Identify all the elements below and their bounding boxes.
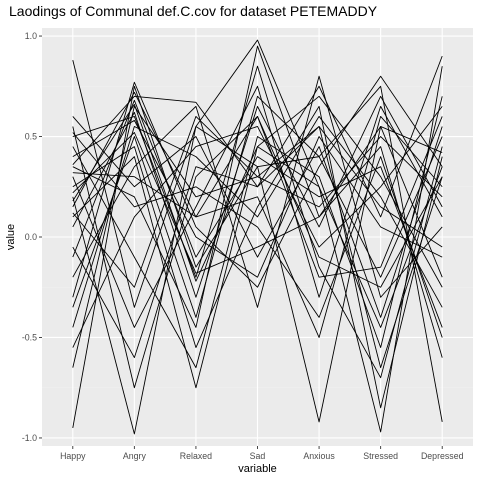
y-tick-label: -1.0: [22, 433, 37, 443]
chart-title: Laodings of Communal def.C.cov for datas…: [9, 3, 378, 19]
series-line-23: [72, 95, 443, 318]
x-tick-label: Stressed: [363, 451, 398, 461]
y-axis: -1.0 -0.5 0.0 0.5 1.0: [22, 31, 42, 443]
series-line-14: [72, 115, 443, 328]
series-line-28: [72, 115, 443, 288]
y-tick-label: -0.5: [22, 332, 37, 342]
x-axis: Happy Angry Relaxed Sad Anxious Stressed Depre…: [60, 446, 464, 461]
series-line-21: [72, 119, 443, 278]
series-line-16: [72, 116, 443, 318]
series-line-1: [72, 39, 443, 433]
series-line-15: [72, 95, 443, 298]
series-line-20: [72, 106, 443, 348]
series-line-5: [72, 85, 443, 435]
series-line-10: [72, 45, 443, 358]
series-line-18: [72, 85, 443, 328]
x-tick-label: Relaxed: [180, 451, 212, 461]
y-axis-title: value: [5, 224, 17, 250]
series-line-11: [72, 75, 443, 308]
x-tick-label: Anxious: [303, 451, 335, 461]
y-tick-label: 0.0: [25, 232, 37, 242]
series-line-26: [72, 126, 443, 359]
series-line-27: [72, 126, 443, 274]
series-line-13: [72, 96, 443, 369]
series-line-22: [72, 115, 443, 288]
series-line-8: [72, 75, 443, 298]
x-tick-label: Happy: [60, 451, 86, 461]
series-line-17: [72, 99, 443, 328]
x-axis-title: variable: [238, 463, 277, 475]
series-line-12: [72, 91, 443, 338]
series-line-25: [72, 103, 443, 328]
y-tick-label: 0.5: [25, 132, 37, 142]
series-line-24: [72, 132, 443, 338]
series-line-19: [72, 105, 443, 409]
series-layer: [72, 39, 443, 435]
x-tick-label: Sad: [250, 451, 266, 461]
x-tick-label: Angry: [123, 451, 147, 461]
y-tick-label: 1.0: [25, 31, 37, 41]
series-line-6: [72, 65, 443, 379]
x-tick-label: Depressed: [421, 451, 464, 461]
